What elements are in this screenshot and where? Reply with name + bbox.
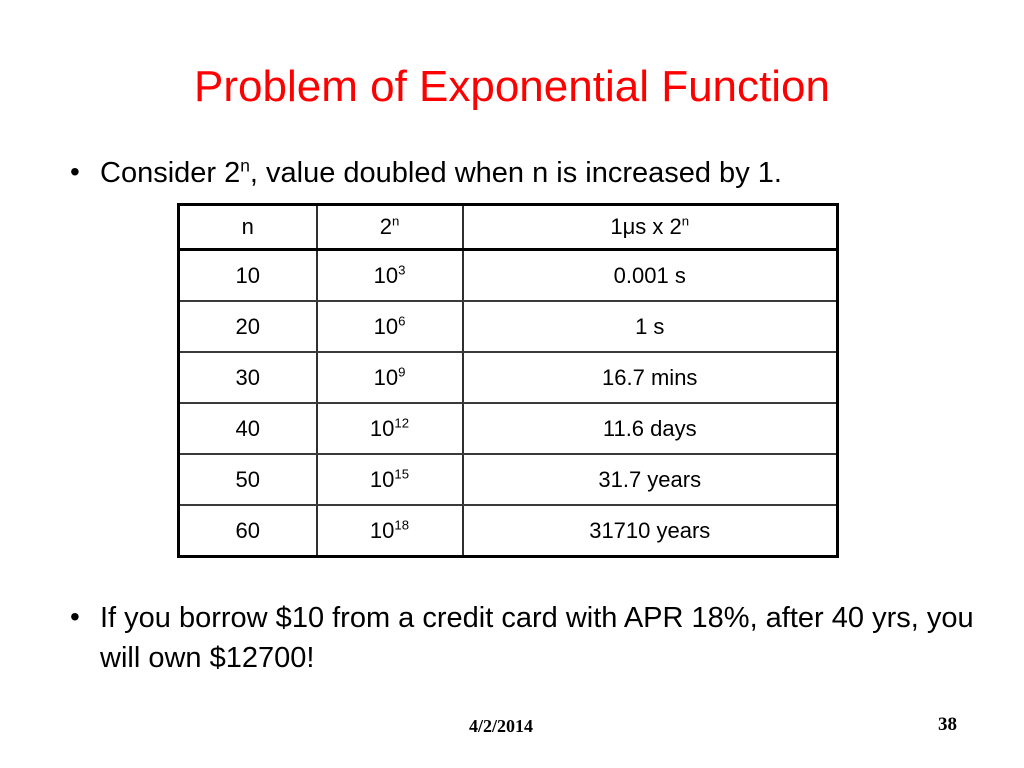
column-header-power: 2n [316,204,464,251]
bullet-1-text-before: Consider 2 [100,157,241,189]
table-header-row: n 2n 1μs x 2n [178,204,838,251]
table-body: 10 103 0.001 s 20 106 1 s 30 109 16.7 mi… [178,249,838,557]
cell-power-sup: 18 [394,517,410,533]
cell-time: 31710 years [462,505,838,557]
column-header-power-base: 2 [379,214,392,239]
cell-time: 1 s [462,301,838,353]
bullet-text-1: Consider 2n, value doubled when n is inc… [100,153,782,193]
table-row: 30 109 16.7 mins [178,352,838,404]
bullet-marker-icon: • [70,601,80,632]
bullet-marker-icon: • [70,156,80,187]
cell-power-base: 10 [369,517,395,543]
cell-n: 50 [178,454,318,506]
cell-power: 106 [316,301,464,353]
column-header-time-sup: n [681,213,690,229]
cell-power: 109 [316,352,464,404]
cell-time: 0.001 s [462,249,838,302]
bullet-1-superscript: n [240,155,250,176]
cell-power-sup: 12 [394,415,410,431]
bullet-item-2: • If you borrow $10 from a credit card w… [62,598,992,678]
cell-power: 103 [316,249,464,302]
cell-n: 20 [178,301,318,353]
footer-date: 4/2/2014 [469,716,534,736]
cell-power-sup: 6 [398,313,406,329]
cell-power-base: 10 [369,466,395,492]
cell-power-base: 10 [373,364,399,390]
cell-n: 10 [178,249,318,302]
table-row: 50 1015 31.7 years [178,454,838,506]
table-row: 40 1012 11.6 days [178,403,838,455]
cell-power-base: 10 [369,415,395,441]
table-header: n 2n 1μs x 2n [178,204,838,251]
table-row: 10 103 0.001 s [178,249,838,302]
cell-n: 60 [178,505,318,557]
footer-page-number: 38 [938,714,957,735]
cell-time: 16.7 mins [462,352,838,404]
bullet-1-text-after: , value doubled when n is increased by 1… [249,157,782,189]
cell-power-sup: 9 [398,364,406,380]
bullet-text-2: If you borrow $10 from a credit card wit… [100,602,974,674]
column-header-n: n [178,204,318,251]
cell-time: 11.6 days [462,403,838,455]
page-title: Problem of Exponential Function [194,62,830,111]
cell-power-sup: 15 [394,466,410,482]
bullet-item-1: • Consider 2n, value doubled when n is i… [62,153,982,193]
exponential-growth-table: n 2n 1μs x 2n 10 103 0.001 s 20 106 1 s … [177,203,839,558]
column-header-n-base: n [241,214,254,239]
column-header-time: 1μs x 2n [462,204,838,251]
cell-time: 31.7 years [462,454,838,506]
table-row: 60 1018 31710 years [178,505,838,557]
cell-power-sup: 3 [398,262,406,278]
table-row: 20 106 1 s [178,301,838,353]
column-header-time-base: 1μs x 2 [610,214,682,239]
cell-power-base: 10 [373,313,399,339]
cell-n: 30 [178,352,318,404]
cell-power: 1015 [316,454,464,506]
cell-n: 40 [178,403,318,455]
cell-power: 1018 [316,505,464,557]
column-header-power-sup: n [391,213,400,229]
cell-power-base: 10 [373,262,399,288]
cell-power: 1012 [316,403,464,455]
